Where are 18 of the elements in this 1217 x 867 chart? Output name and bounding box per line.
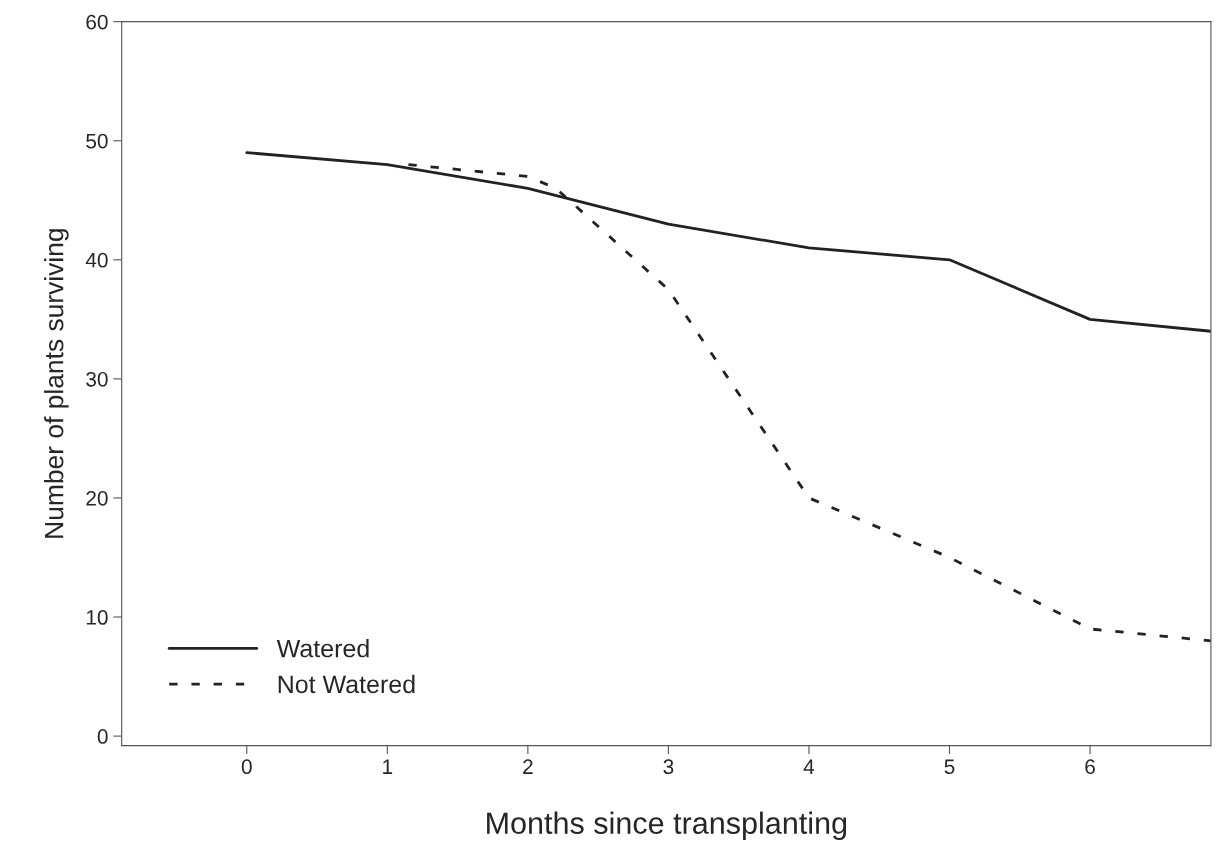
x-tick-label: 1 [383,759,393,774]
y-axis-title: Number of plants surviving [44,229,69,538]
y-tick-label: 30 [86,371,108,387]
x-tick-label: 4 [803,759,815,774]
y-tick-label: 50 [86,133,108,149]
x-tick-label: 5 [944,759,955,775]
y-tick-label: 20 [86,490,108,506]
y-tick-label: 60 [86,14,108,30]
x-tick-label: 6 [1085,759,1095,775]
x-axis-title: Months since transplanting [487,811,847,841]
legend-label: Not Watered [278,674,415,694]
y-tick-label: 40 [85,252,108,268]
legend-label: Watered [276,639,369,658]
y-tick-label: 10 [86,610,108,625]
x-tick-label: 3 [663,759,674,775]
y-tick-label: 0 [97,729,108,744]
x-tick-label: 2 [523,759,533,774]
x-tick-label: 0 [241,759,252,775]
